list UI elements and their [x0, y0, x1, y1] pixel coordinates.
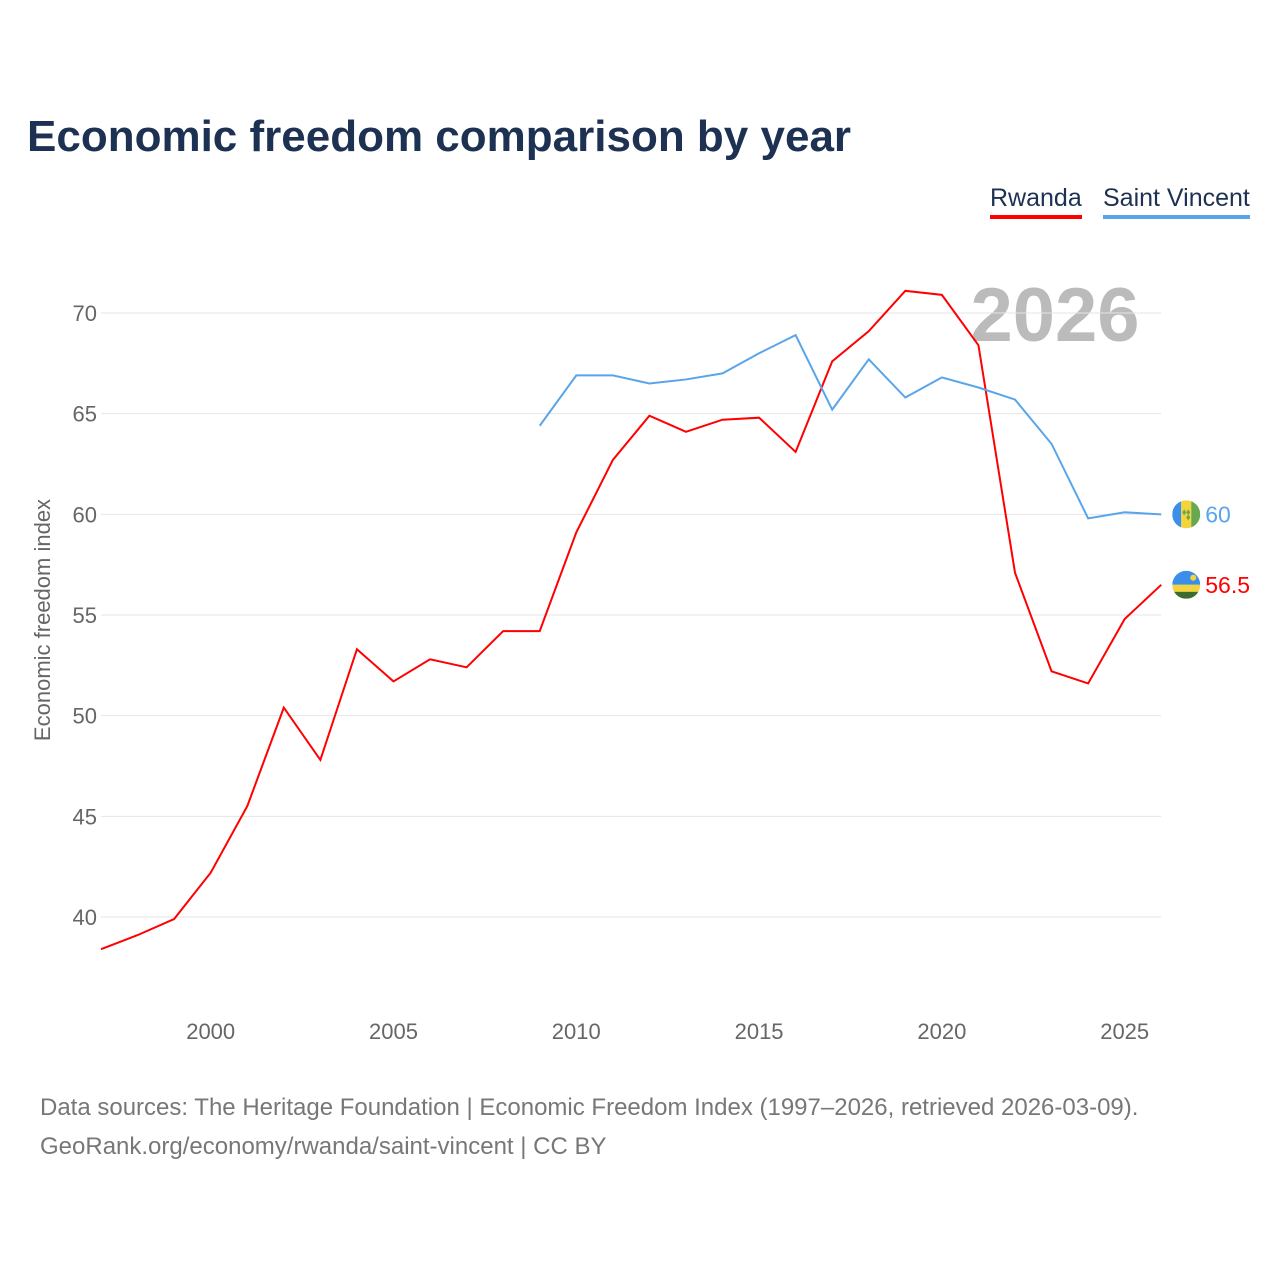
y-tick-label: 70	[73, 301, 97, 326]
end-value-label: 60	[1205, 501, 1231, 527]
x-tick-label: 2015	[735, 1019, 784, 1044]
x-tick-label: 2020	[917, 1019, 966, 1044]
x-tick-label: 2000	[186, 1019, 235, 1044]
x-tick-label: 2010	[552, 1019, 601, 1044]
legend-rwanda[interactable]: Rwanda	[990, 184, 1082, 219]
y-tick-label: 45	[73, 804, 97, 829]
end-value-label: 56.5	[1205, 572, 1250, 598]
legend-saint-vincent[interactable]: Saint Vincent	[1103, 184, 1250, 219]
y-tick-label: 55	[73, 603, 97, 628]
chart-title: Economic freedom comparison by year	[27, 112, 852, 161]
footer-source: Data sources: The Heritage Foundation | …	[40, 1088, 1138, 1166]
rwanda-flag-icon	[1172, 570, 1201, 599]
y-tick-label: 60	[73, 502, 97, 527]
x-tick-label: 2025	[1100, 1019, 1149, 1044]
plot-area: 2026 40 45 50 55 60 65 70 2000 2005 2010 2015 2020 2…	[30, 273, 1250, 1044]
y-tick-label: 50	[73, 704, 97, 729]
y-tick-label: 65	[73, 402, 97, 427]
series-line-saint-vincent[interactable]	[538, 333, 1162, 520]
year-watermark: 2026	[970, 273, 1139, 358]
y-axis-label: Economic freedom index	[30, 499, 55, 741]
x-tick-label: 2005	[369, 1019, 418, 1044]
saint-vincent-flag-icon	[1172, 500, 1201, 529]
source-link[interactable]: GeoRank.org/economy/rwanda/saint-vincent…	[40, 1133, 607, 1160]
series-line-rwanda[interactable]	[100, 289, 1162, 951]
source-line: Data sources: The Heritage Foundation | …	[40, 1094, 1139, 1121]
y-tick-label: 40	[73, 905, 97, 930]
